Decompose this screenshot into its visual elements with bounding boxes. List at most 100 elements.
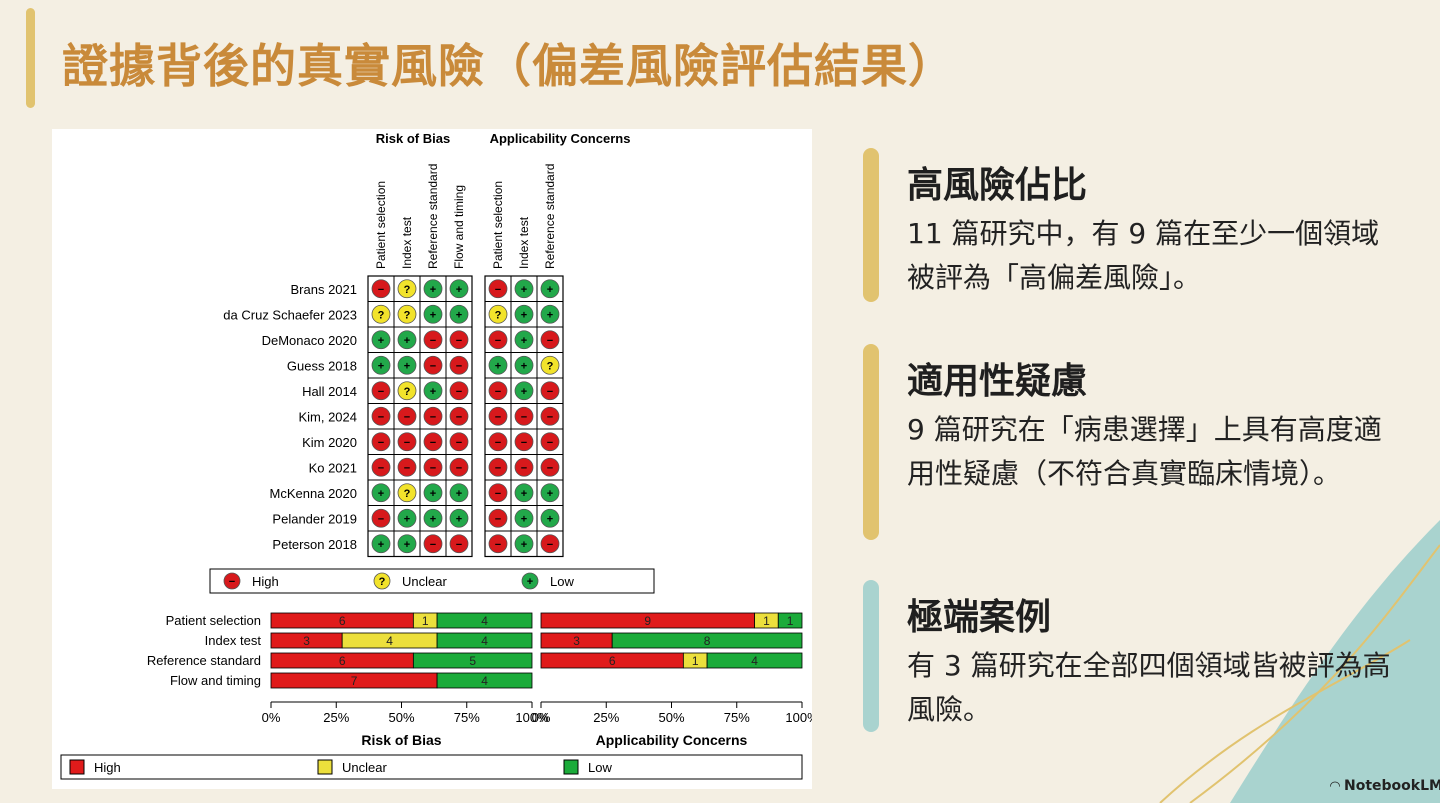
bar-legend-swatch bbox=[69, 759, 85, 775]
risk-symbol-glyph: + bbox=[521, 360, 527, 372]
risk-symbol-glyph: ? bbox=[378, 309, 385, 321]
risk-symbol-ac bbox=[540, 406, 560, 426]
risk-symbol-rob bbox=[449, 355, 469, 375]
risk-symbol-rob bbox=[371, 355, 391, 375]
card-body: 9 篇研究在「病患選擇」上具有高度適用性疑慮（不符合真實臨床情境）。 bbox=[907, 413, 1382, 490]
risk-symbol-rob bbox=[371, 483, 391, 503]
bar-segment-label: 3 bbox=[573, 634, 580, 648]
risk-symbol-glyph: − bbox=[430, 462, 436, 474]
risk-symbol-glyph: − bbox=[495, 488, 501, 500]
risk-symbol-ac bbox=[540, 279, 560, 299]
risk-symbol-glyph: + bbox=[521, 386, 527, 398]
study-name: DeMonaco 2020 bbox=[262, 333, 357, 348]
risk-symbol-ac bbox=[488, 304, 508, 324]
risk-symbol-ac bbox=[514, 483, 534, 503]
risk-symbol-ac bbox=[514, 508, 534, 528]
risk-symbol-rob bbox=[423, 279, 443, 299]
bar-segment-label: 7 bbox=[351, 674, 358, 688]
risk-symbol-glyph: − bbox=[378, 411, 384, 423]
risk-symbol-legend bbox=[373, 572, 391, 590]
study-name: Brans 2021 bbox=[291, 282, 358, 297]
stacked-bar-segment bbox=[436, 672, 533, 689]
slide-title: 證據背後的真實風險（偏差風險評估結果） bbox=[62, 39, 955, 93]
risk-symbol-glyph: + bbox=[456, 513, 462, 525]
risk-symbol-rob bbox=[449, 304, 469, 324]
risk-symbol-rob bbox=[449, 508, 469, 528]
study-name: Guess 2018 bbox=[287, 358, 357, 373]
risk-symbol-glyph: + bbox=[521, 284, 527, 296]
column-header: Patient selection bbox=[374, 181, 388, 269]
risk-symbol-glyph: ? bbox=[404, 284, 411, 296]
risk-symbol-rob bbox=[423, 457, 443, 477]
risk-symbol-ac bbox=[488, 457, 508, 477]
x-tick-label: 25% bbox=[323, 710, 349, 725]
risk-symbol-glyph: + bbox=[527, 576, 533, 588]
risk-symbol-ac bbox=[540, 457, 560, 477]
risk-symbol-glyph: + bbox=[404, 335, 410, 347]
risk-symbol-glyph: − bbox=[378, 513, 384, 525]
ac-grid-frame bbox=[484, 275, 564, 558]
risk-symbol-glyph: + bbox=[521, 488, 527, 500]
risk-symbol-rob bbox=[423, 406, 443, 426]
risk-symbol-glyph: − bbox=[547, 462, 553, 474]
risk-symbol-glyph: − bbox=[456, 462, 462, 474]
risk-symbol-rob bbox=[397, 534, 417, 554]
risk-symbol-glyph: − bbox=[547, 411, 553, 423]
bar-segment-label: 6 bbox=[339, 614, 346, 628]
risk-symbol-rob bbox=[423, 355, 443, 375]
notebooklm-logo-icon: ◠ bbox=[1330, 779, 1340, 794]
bar-chart-title: Risk of Bias bbox=[361, 732, 441, 748]
stacked-bar-segment bbox=[436, 612, 533, 629]
risk-symbol-glyph: − bbox=[456, 360, 462, 372]
bar-segment-label: 4 bbox=[481, 674, 488, 688]
risk-symbol-glyph: − bbox=[378, 462, 384, 474]
risk-symbol-glyph: − bbox=[404, 437, 410, 449]
risk-symbol-glyph: + bbox=[547, 309, 553, 321]
risk-symbol-rob bbox=[397, 457, 417, 477]
bar-segment-label: 1 bbox=[787, 614, 794, 628]
study-name: Hall 2014 bbox=[302, 384, 357, 399]
risk-symbol-rob bbox=[397, 381, 417, 401]
bar-legend-label: Unclear bbox=[342, 760, 387, 775]
risk-symbol-glyph: − bbox=[495, 437, 501, 449]
x-tick-label: 50% bbox=[388, 710, 414, 725]
risk-symbol-glyph: + bbox=[456, 284, 462, 296]
column-header: Index test bbox=[400, 216, 414, 269]
bar-chart-title: Applicability Concerns bbox=[596, 732, 748, 748]
risk-symbol-glyph: − bbox=[378, 284, 384, 296]
risk-symbol-rob bbox=[449, 406, 469, 426]
stacked-bar-segment bbox=[706, 652, 803, 669]
risk-symbol-glyph: + bbox=[521, 309, 527, 321]
risk-symbol-ac bbox=[540, 534, 560, 554]
risk-symbol-glyph: − bbox=[430, 335, 436, 347]
ac-title: Applicability Concerns bbox=[490, 131, 631, 146]
risk-symbol-rob bbox=[449, 534, 469, 554]
risk-symbol-glyph: ? bbox=[495, 309, 502, 321]
study-name: da Cruz Schaefer 2023 bbox=[223, 307, 357, 322]
risk-symbol-glyph: − bbox=[547, 335, 553, 347]
bar-segment-label: 6 bbox=[339, 654, 346, 668]
risk-symbol-rob bbox=[371, 432, 391, 452]
bar-category-label: Patient selection bbox=[166, 613, 261, 628]
card-accent-bar bbox=[863, 344, 879, 540]
brand-label: ◠ NotebookLM bbox=[1330, 778, 1440, 794]
risk-symbol-glyph: − bbox=[547, 539, 553, 551]
risk-symbol-glyph: ? bbox=[404, 386, 411, 398]
risk-symbol-ac bbox=[514, 330, 534, 350]
risk-symbol-glyph: + bbox=[430, 513, 436, 525]
column-header: Patient selection bbox=[491, 181, 505, 269]
risk-symbol-glyph: ? bbox=[404, 309, 411, 321]
x-tick-label: 75% bbox=[454, 710, 480, 725]
bar-category-label: Index test bbox=[205, 633, 262, 648]
risk-symbol-rob bbox=[449, 330, 469, 350]
title-accent-bar bbox=[26, 8, 35, 108]
risk-symbol-rob bbox=[397, 483, 417, 503]
risk-symbol-glyph: − bbox=[547, 437, 553, 449]
risk-symbol-rob bbox=[449, 381, 469, 401]
risk-symbol-ac bbox=[514, 406, 534, 426]
x-tick-label: 50% bbox=[658, 710, 684, 725]
card-accent-bar bbox=[863, 148, 879, 302]
risk-symbol-glyph: − bbox=[547, 386, 553, 398]
column-header: Reference standard bbox=[426, 164, 440, 269]
risk-symbol-glyph: + bbox=[378, 335, 384, 347]
